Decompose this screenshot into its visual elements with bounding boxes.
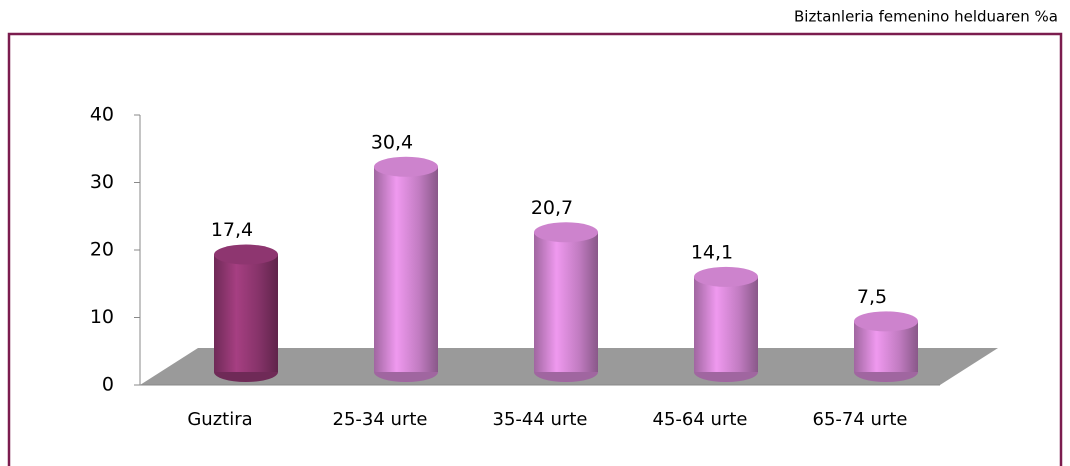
y-tick-label: 10 [90,306,114,328]
bar-top [534,222,598,243]
value-label: 7,5 [857,286,887,308]
chart-subtitle: Biztanleria femenino helduaren %a [794,8,1058,26]
bar-top [374,156,438,177]
x-tick-label: 35-44 urte [493,409,588,430]
bar-top [694,266,758,287]
bar [374,166,438,372]
y-tick-label: 0 [102,374,114,396]
y-tick-label: 20 [90,239,114,261]
value-label: 30,4 [371,131,413,153]
frame [7,32,1063,466]
x-tick-label: 65-74 urte [813,409,908,430]
y-tick-label: 30 [90,171,114,193]
y-tick-label: 40 [90,104,114,126]
x-tick-label: 25-34 urte [333,409,428,430]
bar [534,232,598,372]
bar [694,276,758,372]
x-tick-label: 45-64 urte [653,409,748,430]
value-label: 20,7 [531,197,573,219]
x-tick-label: Guztira [187,409,252,430]
value-label: 14,1 [691,241,733,263]
bar-top [854,311,918,332]
bar-top [214,244,278,265]
value-label: 17,4 [211,219,253,241]
bar [214,254,278,372]
